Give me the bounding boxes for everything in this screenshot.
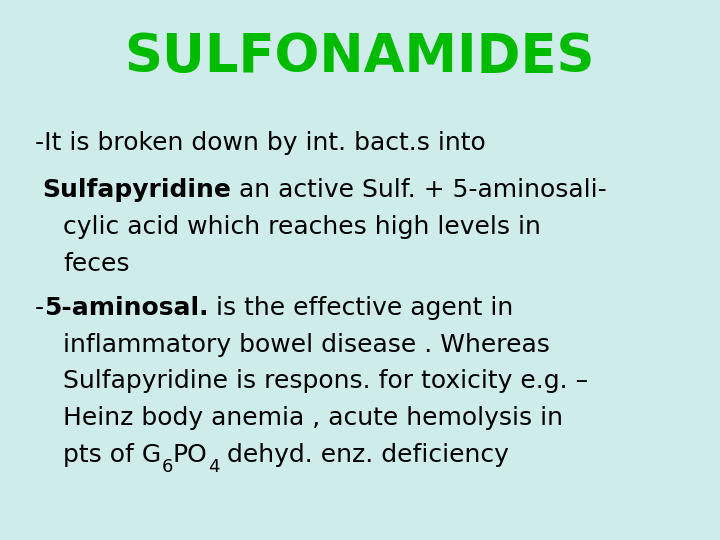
Text: -It is broken down by int. bact.s into: -It is broken down by int. bact.s into	[35, 131, 485, 155]
Text: inflammatory bowel disease . Whereas: inflammatory bowel disease . Whereas	[63, 333, 550, 356]
Text: dehyd. enz. deficiency: dehyd. enz. deficiency	[219, 443, 509, 467]
Text: Sulfapyridine: Sulfapyridine	[42, 178, 230, 202]
Text: SULFONAMIDES: SULFONAMIDES	[125, 31, 595, 83]
Text: 4: 4	[207, 457, 219, 476]
Text: an active Sulf. + 5-aminosali-: an active Sulf. + 5-aminosali-	[230, 178, 606, 202]
Text: 6: 6	[161, 457, 173, 476]
Text: PO: PO	[173, 443, 207, 467]
Text: 5-aminosal.: 5-aminosal.	[44, 296, 208, 320]
Text: Heinz body anemia , acute hemolysis in: Heinz body anemia , acute hemolysis in	[63, 406, 563, 430]
Text: is the effective agent in: is the effective agent in	[208, 296, 513, 320]
Text: Sulfapyridine is respons. for toxicity e.g. –: Sulfapyridine is respons. for toxicity e…	[63, 369, 588, 393]
Text: -: -	[35, 296, 44, 320]
Text: cylic acid which reaches high levels in: cylic acid which reaches high levels in	[63, 215, 541, 239]
Text: feces: feces	[63, 252, 130, 275]
Text: pts of G: pts of G	[63, 443, 161, 467]
